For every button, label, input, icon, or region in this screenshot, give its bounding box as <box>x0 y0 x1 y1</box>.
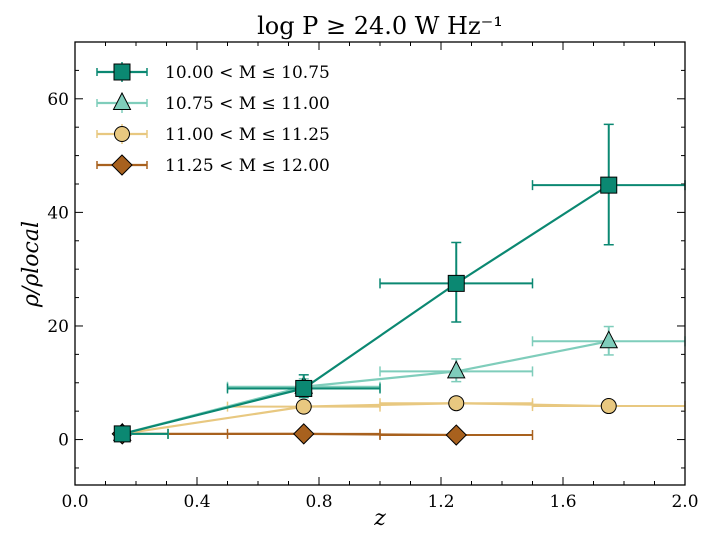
series-layer <box>111 123 686 446</box>
legend-label: 11.00 < M ≤ 11.25 <box>165 125 330 145</box>
legend-label: 10.00 < M ≤ 10.75 <box>165 63 330 83</box>
series-1 <box>113 123 686 443</box>
y-tick-label: 60 <box>47 90 69 110</box>
chart-title: log P ≥ 24.0 W Hz⁻¹ <box>257 12 503 40</box>
legend: 10.00 < M ≤ 10.75 10.75 < M ≤ 11.00 11.00 … <box>96 62 330 176</box>
data-point <box>447 274 465 292</box>
series-4 <box>111 423 534 446</box>
y-tick-label: 40 <box>47 203 69 223</box>
legend-item-3: 11.00 < M ≤ 11.25 <box>96 124 330 145</box>
data-point <box>600 398 617 415</box>
x-axis-label: z <box>373 506 386 531</box>
y-axis-label: ρ/ρlocal <box>19 221 44 308</box>
legend-marker <box>113 63 131 81</box>
legend-label: 10.75 < M ≤ 11.00 <box>165 94 330 114</box>
legend-item-4: 11.25 < M ≤ 12.00 <box>96 154 330 176</box>
x-tick-label: 1.6 <box>549 492 576 512</box>
legend-marker <box>114 126 130 142</box>
x-tick-label: 1.2 <box>427 492 454 512</box>
data-point <box>448 395 465 412</box>
axis-ticks: 0.0 0.4 0.8 1.2 1.6 2.0 0 20 40 60 <box>47 42 699 512</box>
legend-marker <box>111 154 133 176</box>
data-point <box>445 424 467 446</box>
y-tick-label: 0 <box>58 431 69 451</box>
series-line <box>122 402 609 435</box>
plot-frame <box>74 41 686 486</box>
x-tick-label: 0.0 <box>61 492 88 512</box>
data-point <box>600 176 618 194</box>
data-point <box>113 425 131 443</box>
x-tick-label: 0.4 <box>183 492 210 512</box>
legend-item-1: 10.00 < M ≤ 10.75 <box>96 62 330 83</box>
legend-marker <box>112 91 132 110</box>
data-point <box>599 330 619 349</box>
data-point <box>295 379 313 397</box>
x-tick-label: 2.0 <box>671 492 698 512</box>
y-tick-label: 20 <box>47 317 69 337</box>
legend-label: 11.25 < M ≤ 12.00 <box>165 156 330 176</box>
data-point <box>446 360 466 379</box>
legend-item-2: 10.75 < M ≤ 11.00 <box>96 91 330 114</box>
data-point <box>293 423 315 445</box>
series-line <box>122 184 610 435</box>
x-tick-label: 0.8 <box>305 492 332 512</box>
data-point <box>295 398 312 415</box>
